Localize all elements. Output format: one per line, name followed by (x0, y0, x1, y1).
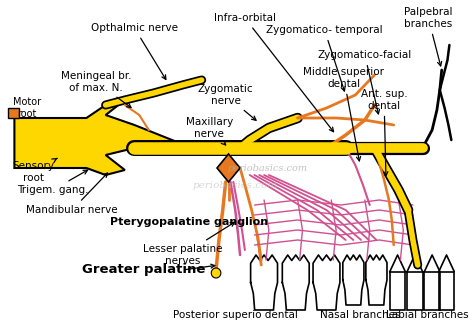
Text: Pterygopalatine ganglion: Pterygopalatine ganglion (110, 217, 269, 227)
Text: Meningeal br.
of max. N.: Meningeal br. of max. N. (61, 71, 131, 108)
Circle shape (211, 268, 221, 278)
Text: Labial branches: Labial branches (386, 310, 469, 320)
Text: Zygomatico-facial: Zygomatico-facial (318, 50, 412, 114)
Polygon shape (8, 108, 19, 118)
Text: Greater palatine: Greater palatine (82, 264, 205, 276)
Text: Lesser palatine
nerves: Lesser palatine nerves (143, 222, 235, 266)
Text: Posterior superio dental: Posterior superio dental (173, 310, 298, 320)
Polygon shape (14, 100, 192, 175)
Text: Zygomatic
nerve: Zygomatic nerve (198, 84, 256, 120)
Text: Infra-orbital: Infra-orbital (214, 13, 334, 132)
Text: Trigem. gang.: Trigem. gang. (17, 170, 89, 195)
Text: Ant. sup.
dental: Ant. sup. dental (361, 89, 408, 176)
Text: Sensory
root: Sensory root (13, 158, 57, 183)
Text: Maxillary
nerve: Maxillary nerve (186, 117, 233, 145)
Text: Middle superior
dental: Middle superior dental (303, 67, 384, 161)
Text: Motor
root: Motor root (13, 97, 41, 119)
Text: periobasics.com: periobasics.com (228, 163, 308, 172)
Text: Zygomatico- temporal: Zygomatico- temporal (266, 25, 383, 91)
Text: Palpebral
branches: Palpebral branches (404, 7, 453, 66)
Text: Opthalmic nerve: Opthalmic nerve (91, 23, 178, 79)
Polygon shape (217, 154, 240, 182)
Text: Mandibular nerve: Mandibular nerve (26, 173, 118, 215)
Text: periobasics.com: periobasics.com (192, 181, 277, 190)
Text: Nasal branches: Nasal branches (320, 310, 401, 320)
